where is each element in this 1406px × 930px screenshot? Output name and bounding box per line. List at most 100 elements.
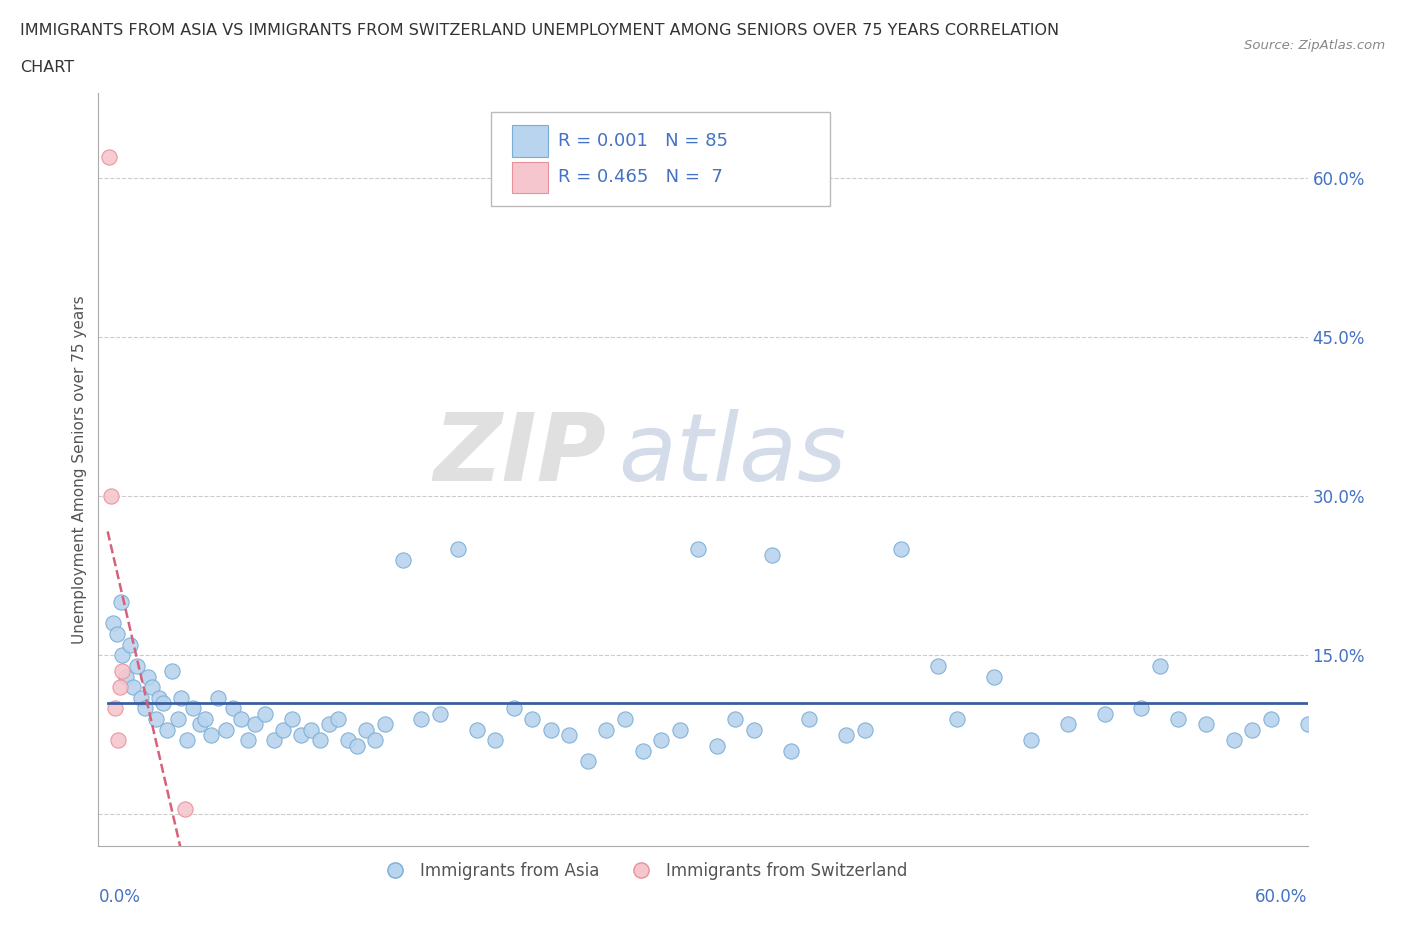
Point (299, 723, 322, 737)
Point (576, 754, 599, 769)
Point (162, 664, 184, 679)
Point (166, 711, 188, 726)
Point (354, 723, 377, 737)
Point (364, 733, 387, 748)
Point (281, 711, 304, 726)
Point (429, 706, 451, 721)
Point (1222, 733, 1244, 748)
Text: ZIP: ZIP (433, 408, 606, 500)
Point (1241, 723, 1264, 737)
Point (1056, 717, 1078, 732)
Point (779, 743, 801, 758)
Point (1333, 711, 1355, 726)
Point (181, 701, 204, 716)
Point (336, 733, 359, 748)
Point (761, 547, 783, 562)
Point (127, 658, 149, 673)
Point (111, 648, 134, 663)
Point (174, 802, 197, 817)
Point (215, 723, 238, 737)
Point (669, 723, 692, 737)
Legend: Immigrants from Asia, Immigrants from Switzerland: Immigrants from Asia, Immigrants from Sw… (371, 856, 914, 887)
Point (309, 733, 332, 748)
Point (194, 711, 217, 726)
Point (392, 552, 415, 567)
Point (374, 717, 396, 732)
Point (152, 696, 174, 711)
Point (170, 690, 193, 705)
Point (1260, 711, 1282, 726)
Point (145, 711, 167, 726)
Point (107, 733, 129, 748)
Point (222, 701, 245, 716)
Point (236, 733, 259, 748)
Bar (512, 126, 548, 157)
Point (688, 542, 710, 557)
Text: R = 0.465   N =  7: R = 0.465 N = 7 (558, 168, 723, 186)
Point (946, 711, 969, 726)
Point (156, 723, 179, 737)
Point (271, 723, 294, 737)
Point (797, 711, 820, 726)
Text: IMMIGRANTS FROM ASIA VS IMMIGRANTS FROM SWITZERLAND UNEMPLOYMENT AMONG SENIORS O: IMMIGRANTS FROM ASIA VS IMMIGRANTS FROM … (20, 23, 1059, 38)
Point (318, 717, 340, 732)
Point (148, 690, 170, 705)
Point (447, 542, 470, 557)
Point (346, 738, 368, 753)
Point (1019, 733, 1042, 748)
Point (558, 727, 581, 742)
Point (631, 743, 654, 758)
Point (411, 711, 433, 726)
Point (927, 658, 949, 673)
Text: atlas: atlas (619, 409, 846, 500)
Point (595, 723, 617, 737)
Point (290, 727, 312, 742)
Point (108, 680, 131, 695)
Point (502, 701, 524, 716)
Bar (512, 162, 548, 193)
Point (115, 669, 138, 684)
Point (253, 706, 276, 721)
Point (890, 542, 912, 557)
Point (724, 711, 747, 726)
Point (141, 680, 163, 695)
Point (100, 489, 122, 504)
Text: R = 0.001   N = 85: R = 0.001 N = 85 (558, 132, 728, 151)
Point (1130, 701, 1153, 716)
Point (465, 723, 488, 737)
Point (129, 690, 152, 705)
Point (176, 733, 198, 748)
Point (650, 733, 672, 748)
Point (742, 723, 765, 737)
Point (118, 637, 141, 652)
Point (105, 627, 128, 642)
Point (136, 669, 159, 684)
Point (1149, 658, 1171, 673)
Point (104, 701, 127, 716)
Point (522, 711, 544, 726)
Point (1195, 717, 1218, 732)
Point (835, 727, 858, 742)
Y-axis label: Unemployment Among Seniors over 75 years: Unemployment Among Seniors over 75 years (72, 296, 87, 644)
Point (188, 717, 211, 732)
Point (1167, 711, 1189, 726)
Point (613, 711, 636, 726)
Text: CHART: CHART (20, 60, 73, 75)
Point (1094, 706, 1116, 721)
Point (97, 149, 120, 164)
Point (110, 595, 132, 610)
Point (853, 723, 876, 737)
Point (706, 738, 728, 753)
Point (1296, 717, 1319, 732)
Point (484, 733, 506, 748)
Point (245, 717, 267, 732)
Text: 0.0%: 0.0% (98, 888, 141, 906)
Text: 60.0%: 60.0% (1256, 888, 1308, 906)
FancyBboxPatch shape (492, 112, 830, 206)
Point (540, 723, 562, 737)
Point (263, 733, 285, 748)
Text: Source: ZipAtlas.com: Source: ZipAtlas.com (1244, 39, 1385, 52)
Point (122, 680, 145, 695)
Point (328, 711, 350, 726)
Point (207, 690, 229, 705)
